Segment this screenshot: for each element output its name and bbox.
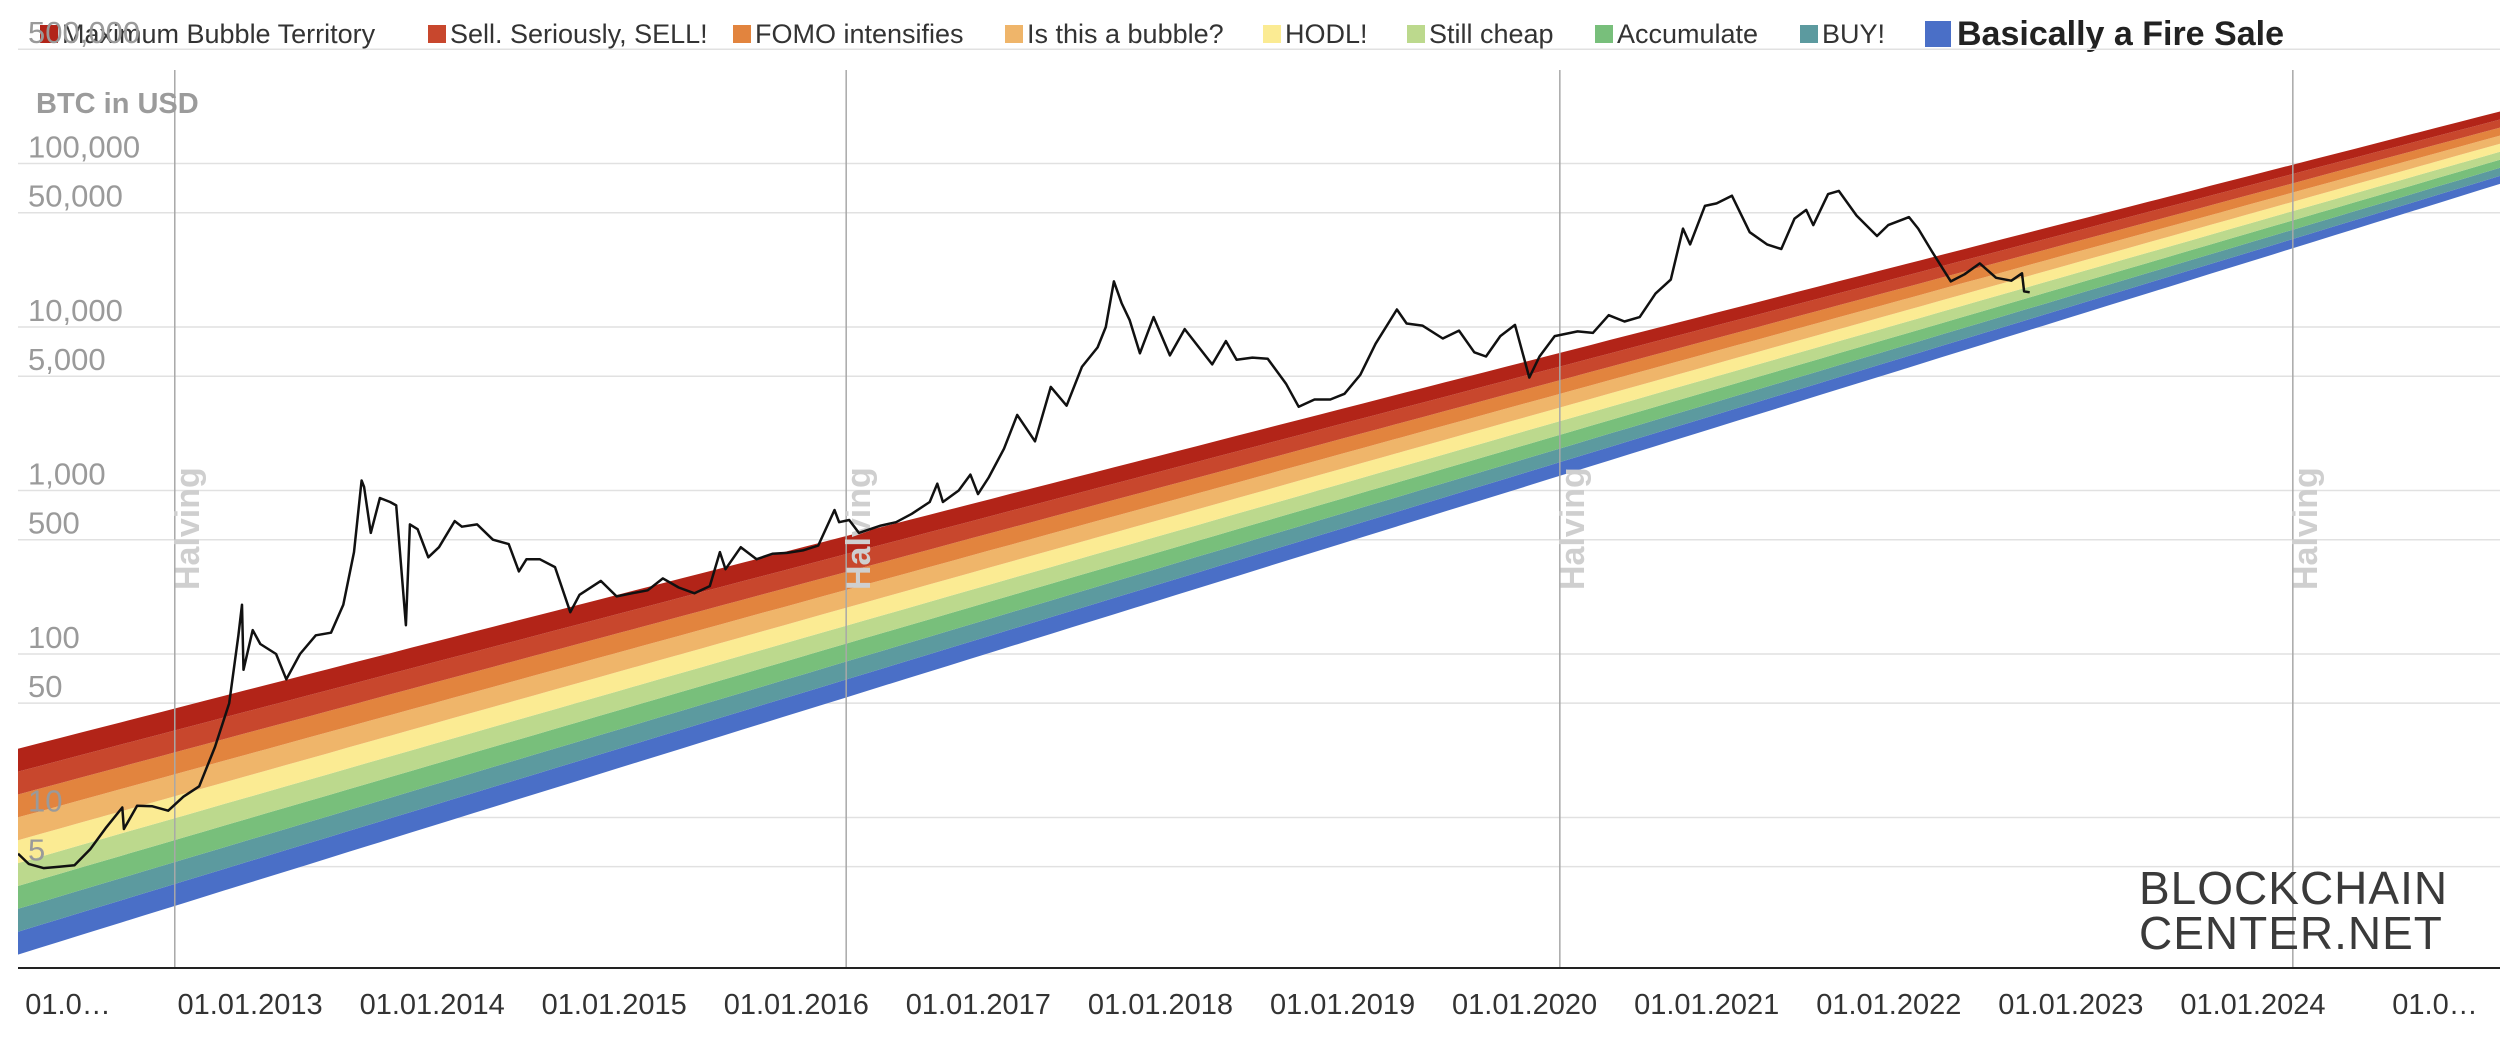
y-tick-label: 500 [28,506,80,541]
price-series [18,189,2030,870]
x-tick-label: 01.0… [2392,989,2477,1021]
rainbow-band [18,135,2500,841]
legend-swatch [1407,25,1425,43]
legend-label: FOMO intensifies [755,18,964,49]
legend-item-still-cheap[interactable]: Still cheap [1407,14,1554,54]
rainbow-band [18,119,2500,795]
y-tick-label: 5,000 [28,342,106,377]
legend-swatch [1263,25,1281,43]
x-tick-label: 01.01.2020 [1452,989,1597,1021]
legend-label: Accumulate [1617,18,1759,49]
x-tick-label: 01.01.2017 [906,989,1051,1021]
y-tick-label: 50 [28,669,62,704]
legend-swatch [733,25,751,43]
x-tick-label: 01.01.2018 [1088,989,1233,1021]
x-tick-label: 01.01.2021 [1634,989,1779,1021]
rainbow-band [18,143,2500,864]
legend-label: Still cheap [1429,18,1554,49]
legend-swatch [428,25,446,43]
legend-swatch [1005,25,1023,43]
rainbow-band [18,111,2500,772]
x-tick-label: 01.01.2023 [1998,989,2143,1021]
y-tick-label: 50,000 [28,179,123,214]
x-tick-label: 01.01.2013 [177,989,322,1021]
y-tick-label: 5 [28,833,45,868]
watermark-line-2: CENTER.NET [2139,907,2443,959]
x-axis-ticks: 01.0… 01.01.2013 01.01.2014 01.01.2015 01.01… [25,989,2477,1021]
legend-item-accumulate[interactable]: Accumulate [1595,14,1758,54]
legend-label: Basically a Fire Sale [1957,14,2284,53]
legend-item-fomo[interactable]: FOMO intensifies [733,14,964,54]
gridlines [18,48,2500,868]
y-tick-label: 10 [28,783,62,818]
legend-label: Is this a bubble? [1027,18,1224,49]
watermark-logo: BLOCKCHAIN CENTER.NET [2139,862,2448,959]
x-tick-label: 01.01.2024 [2180,989,2325,1021]
chart-legend: Maximum Bubble Territory Sell. Seriously… [0,0,2500,66]
y-tick-label: 10,000 [28,293,123,328]
x-tick-label: 01.01.2016 [724,989,869,1021]
halving-label: Halving [1554,467,1592,590]
x-tick-label: 01.01.2022 [1816,989,1961,1021]
legend-label: HODL! [1285,18,1368,49]
legend-item-fire-sale[interactable]: Basically a Fire Sale [1925,14,2284,54]
x-tick-label: 01.01.2019 [1270,989,1415,1021]
legend-item-buy[interactable]: BUY! [1800,14,1885,54]
legend-item-sell[interactable]: Sell. Seriously, SELL! [428,14,708,54]
halving-markers: Halving Halving Halving Halving [169,70,2325,968]
x-tick-label: 01.01.2014 [360,989,505,1021]
halving-label: Halving [169,467,207,590]
y-axis-ticks: 5 10 50 100 500 1,000 5,000 10,000 50,000 100,000… [28,15,140,867]
watermark-line-1: BLOCKCHAIN [2139,862,2448,914]
legend-swatch [1800,25,1818,43]
rainbow-bands [18,111,2500,955]
x-tick-label: 01.0… [25,989,110,1021]
y-tick-label: 100 [28,620,80,655]
legend-swatch [40,25,58,43]
legend-item-bubble-question[interactable]: Is this a bubble? [1005,14,1224,54]
legend-swatch [1595,25,1613,43]
legend-label: BUY! [1822,18,1886,49]
rainbow-band [18,175,2500,955]
y-tick-label: 500,000 [28,15,140,50]
y-tick-label: 1,000 [28,456,106,491]
legend-swatch [1925,21,1951,47]
btc-price-line [18,189,2030,870]
y-tick-label: 100,000 [28,129,140,164]
y-axis-title: BTC in USD [36,88,199,120]
legend-item-maximum-bubble[interactable]: Maximum Bubble Territory [40,14,375,54]
rainbow-band [18,159,2500,909]
rainbow-band [18,167,2500,932]
x-tick-label: 01.01.2015 [542,989,687,1021]
halving-label: Halving [2287,467,2325,590]
legend-label: Maximum Bubble Territory [62,18,376,49]
rainbow-band [18,151,2500,886]
legend-item-hodl[interactable]: HODL! [1263,14,1368,54]
rainbow-band [18,127,2500,818]
legend-label: Sell. Seriously, SELL! [450,18,708,49]
